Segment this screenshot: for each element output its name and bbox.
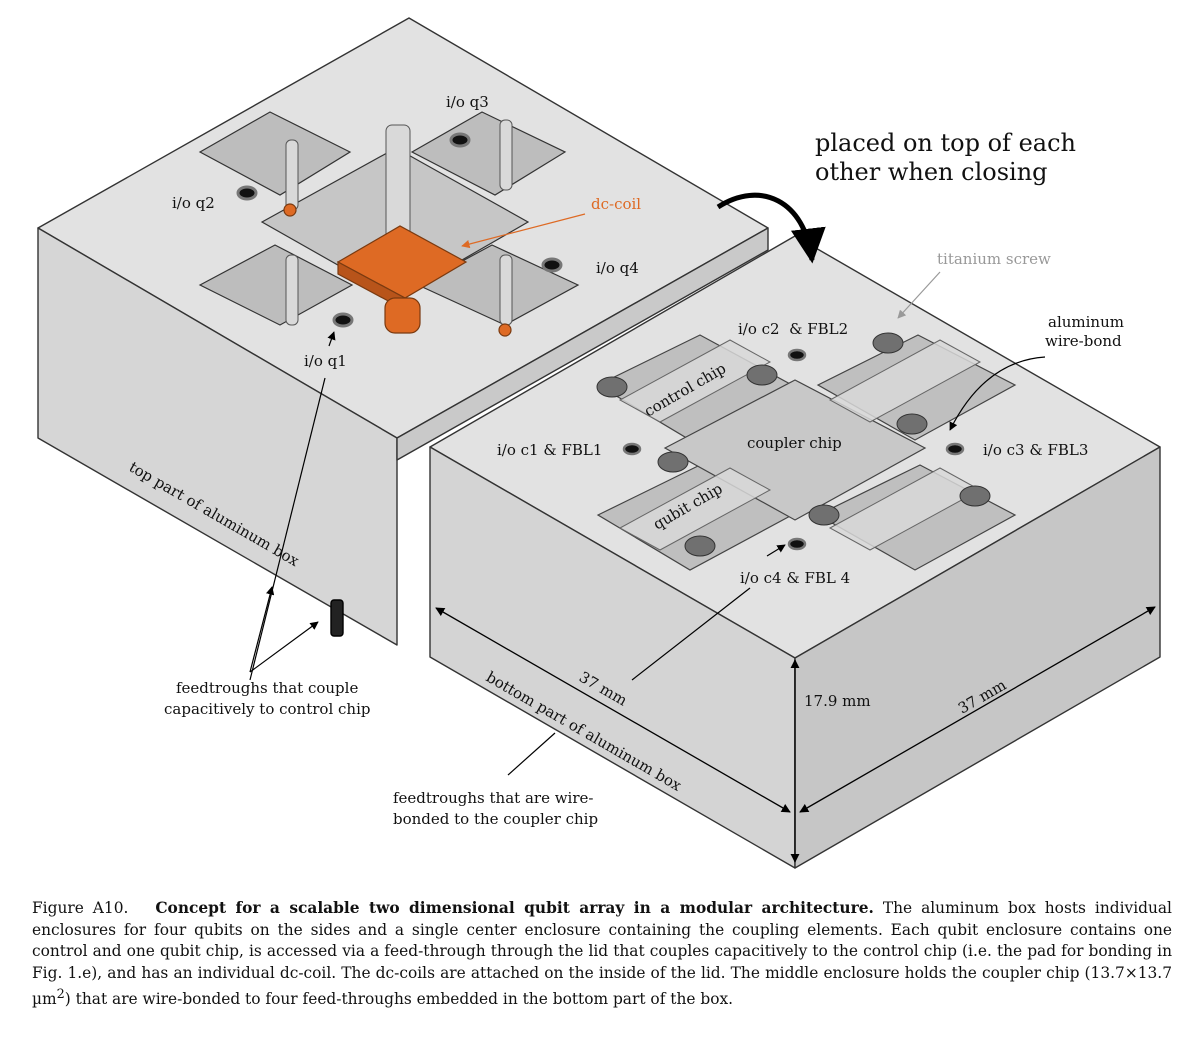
lid-io-holes — [236, 132, 563, 328]
leader-c4 — [766, 544, 786, 557]
screw — [896, 413, 928, 435]
screw — [808, 504, 840, 526]
label-io-c2: i/o c2 & FBL2 — [738, 320, 848, 338]
figure-caption: Figure A10. Concept for a scalable two d… — [32, 898, 1172, 1011]
hole-c2 — [787, 348, 807, 362]
label-placed-1: placed on top of each — [815, 129, 1076, 157]
closing-arrow — [716, 192, 826, 264]
label-feed-coupler-2: bonded to the coupler chip — [393, 810, 598, 828]
label-io-q1: i/o q1 — [304, 352, 347, 370]
label-dc-coil: dc-coil — [591, 195, 641, 213]
leader-q1-down — [249, 377, 326, 681]
lid-post-q4 — [499, 254, 513, 326]
chip-qubit — [618, 467, 772, 551]
label-io-c1: i/o c1 & FBL1 — [497, 441, 602, 459]
label-feed-control-1: feedtroughs that couple — [176, 679, 358, 697]
top-box-right-face — [396, 227, 769, 461]
coupler-feedthroughs — [622, 348, 965, 551]
label-feed-control-2: capacitively to control chip — [164, 700, 370, 718]
hole-c4 — [787, 537, 807, 551]
caption-figure-label: Figure A10. — [32, 899, 129, 917]
caption-text-1: The aluminum box hosts individual enclos… — [32, 899, 1172, 1009]
label-titanium-screw: titanium screw — [937, 250, 1051, 268]
leader-wirebond — [949, 356, 1046, 431]
label-io-q3: i/o q3 — [446, 93, 489, 111]
feedthrough-pin — [330, 599, 344, 637]
label-dim-height: 17.9 mm — [804, 692, 871, 710]
lid-post-q2 — [285, 139, 299, 211]
coil-stem — [384, 297, 421, 334]
hole-q3 — [449, 132, 471, 148]
pocket-q2 — [198, 111, 352, 196]
coil-tip-q2 — [283, 203, 297, 217]
coil-tip-q1 — [498, 323, 512, 337]
chip-control — [618, 339, 772, 423]
chips — [618, 339, 982, 551]
label-aluminum: aluminum — [1048, 313, 1124, 331]
lid-pocket-walls — [285, 119, 513, 326]
hole-c3 — [945, 442, 965, 456]
chip-c3 — [828, 339, 982, 423]
caption-text-2: ) that are wire-bonded to four feed-thro… — [64, 990, 734, 1009]
screw — [872, 332, 904, 354]
screw — [684, 535, 716, 557]
label-io-c4: i/o c4 & FBL 4 — [740, 569, 850, 587]
hole-q4 — [541, 257, 563, 273]
caption-title: Concept for a scalable two dimensional q… — [155, 899, 874, 917]
lid-post-q3 — [499, 119, 513, 191]
leader-q1 — [327, 331, 336, 347]
leader-dc-coil — [461, 213, 586, 249]
screw — [746, 364, 778, 386]
label-placed-2: other when closing — [815, 158, 1048, 186]
pocket-q3 — [410, 111, 567, 196]
label-io-q2: i/o q2 — [172, 194, 215, 212]
leader-titanium — [897, 271, 941, 319]
dim-front-line — [435, 607, 791, 813]
top-box-left-face — [37, 227, 398, 646]
dc-coil-shape — [283, 203, 512, 337]
caption-superscript: 2 — [56, 987, 65, 1003]
leader-feed-control-b — [249, 621, 319, 673]
leader-feed-control-a — [249, 586, 275, 673]
label-io-c3: i/o c3 & FBL3 — [983, 441, 1088, 459]
figure-diagram: i/o q3 i/o q2 i/o q4 i/o q1 dc-coil plac… — [37, 17, 1161, 869]
hole-q1 — [332, 312, 354, 328]
hole-c1 — [622, 442, 642, 456]
label-coupler-chip: coupler chip — [747, 434, 842, 452]
dimensions — [435, 606, 1156, 863]
screw — [596, 376, 628, 398]
lid-post-q1 — [285, 254, 299, 326]
dim-right-line — [799, 606, 1156, 813]
label-io-q4: i/o q4 — [596, 259, 639, 277]
leader-feed-coupler — [507, 732, 556, 776]
label-wire-bond: wire-bond — [1045, 332, 1122, 350]
lid-pockets — [198, 111, 580, 326]
screw — [657, 451, 689, 473]
pocket-q1 — [198, 244, 354, 326]
screw — [959, 485, 991, 507]
label-feed-coupler-1: feedtroughs that are wire- — [393, 789, 593, 807]
titanium-screws — [596, 332, 991, 557]
hole-q2 — [236, 185, 258, 201]
